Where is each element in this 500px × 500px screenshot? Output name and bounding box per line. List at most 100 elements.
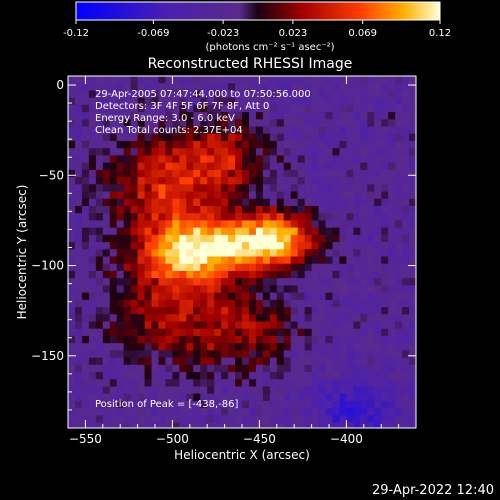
heatmap-cell — [248, 335, 257, 344]
heatmap-cell — [255, 249, 264, 258]
heatmap-cell — [283, 140, 292, 149]
heatmap-cell — [130, 126, 139, 135]
heatmap-cell — [144, 220, 153, 229]
heatmap-cell — [88, 148, 97, 157]
heatmap-cell — [304, 234, 313, 243]
heatmap-cell — [360, 162, 368, 171]
heatmap-cell — [88, 191, 97, 200]
peak-position-label: Position of Peak = [-438,-86] — [95, 399, 239, 410]
footer-date: 29-Apr-2022 12:40 — [372, 483, 494, 498]
heatmap-cell — [214, 213, 222, 222]
heatmap-cell — [360, 148, 368, 157]
heatmap-cell — [367, 335, 375, 344]
heatmap-cell — [395, 220, 403, 229]
heatmap-cell — [388, 191, 396, 200]
heatmap-cell — [68, 126, 76, 135]
heatmap-cell — [123, 357, 132, 366]
heatmap-cell — [242, 343, 250, 351]
heatmap-cell — [102, 227, 111, 236]
heatmap-cell — [68, 263, 76, 272]
heatmap-cell — [311, 350, 320, 359]
heatmap-cell — [388, 386, 396, 395]
heatmap-cell — [360, 285, 368, 294]
heatmap-cell — [235, 408, 243, 416]
heatmap-cell — [214, 270, 222, 279]
heatmap-cell — [304, 400, 313, 409]
heatmap-cell — [325, 155, 334, 164]
heatmap-cell — [179, 112, 187, 120]
heatmap-cell — [109, 408, 118, 416]
heatmap-cell — [339, 335, 347, 344]
heatmap-cell — [214, 335, 222, 344]
heatmap-cell — [137, 299, 146, 308]
heatmap-cell — [144, 162, 153, 171]
heatmap-cell — [374, 220, 382, 229]
heatmap-cell — [88, 343, 97, 351]
heatmap-cell — [402, 422, 410, 428]
heatmap-cell — [402, 213, 410, 222]
heatmap-cell — [158, 169, 167, 178]
heatmap-cell — [137, 292, 146, 301]
heatmap-cell — [297, 119, 306, 128]
heatmap-cell — [179, 270, 187, 279]
heatmap-cell — [269, 400, 278, 409]
heatmap-cell — [165, 299, 173, 308]
heatmap-cell — [276, 379, 285, 388]
heatmap-cell — [242, 379, 250, 388]
heatmap-cell — [297, 227, 306, 236]
heatmap-cell — [269, 191, 278, 200]
heatmap-cell — [402, 249, 410, 258]
heatmap-cell — [381, 393, 389, 402]
heatmap-cell — [353, 227, 361, 236]
heatmap-cell — [325, 400, 334, 409]
heatmap-cell — [207, 90, 215, 99]
heatmap-cell — [144, 263, 153, 272]
heatmap-cell — [193, 90, 201, 99]
heatmap-cell — [325, 328, 334, 337]
heatmap-cell — [151, 126, 160, 135]
heatmap-cell — [130, 335, 139, 344]
heatmap-cell — [248, 148, 257, 157]
heatmap-cell — [165, 83, 173, 92]
heatmap-cell — [88, 263, 97, 272]
heatmap-cell — [144, 321, 153, 330]
heatmap-cell — [290, 328, 299, 337]
heatmap-cell — [144, 119, 153, 128]
heatmap-cell — [395, 191, 403, 200]
heatmap-cell — [116, 205, 125, 214]
heatmap-cell — [262, 104, 271, 113]
heatmap-cell — [207, 155, 215, 164]
heatmap-cell — [304, 227, 313, 236]
heatmap-cell — [102, 292, 111, 301]
heatmap-cell — [116, 328, 125, 337]
heatmap-cell — [81, 205, 90, 214]
heatmap-cell — [214, 234, 222, 243]
heatmap-cell — [290, 169, 299, 178]
heatmap-cell — [325, 213, 334, 222]
x-tick-label: −500 — [156, 432, 189, 446]
heatmap-cell — [353, 220, 361, 229]
heatmap-cell — [248, 299, 257, 308]
heatmap-cell — [242, 350, 250, 359]
heatmap-cell — [248, 119, 257, 128]
heatmap-cell — [74, 285, 83, 294]
heatmap-cell — [88, 415, 97, 424]
heatmap-cell — [95, 220, 104, 229]
heatmap-cell — [242, 90, 250, 99]
heatmap-cell — [165, 393, 173, 402]
heatmap-cell — [158, 126, 167, 135]
heatmap-cell — [88, 213, 97, 222]
heatmap-cell — [276, 169, 285, 178]
heatmap-cell — [95, 191, 104, 200]
heatmap-cell — [262, 292, 271, 301]
heatmap-cell — [360, 292, 368, 301]
heatmap-cell — [360, 314, 368, 323]
heatmap-cell — [165, 90, 173, 99]
heatmap-cell — [276, 415, 285, 424]
heatmap-cell — [193, 227, 201, 236]
heatmap-cell — [200, 104, 208, 113]
heatmap-cell — [248, 76, 257, 84]
heatmap-cell — [130, 148, 139, 157]
heatmap-cell — [318, 357, 327, 366]
heatmap-cell — [381, 97, 389, 106]
